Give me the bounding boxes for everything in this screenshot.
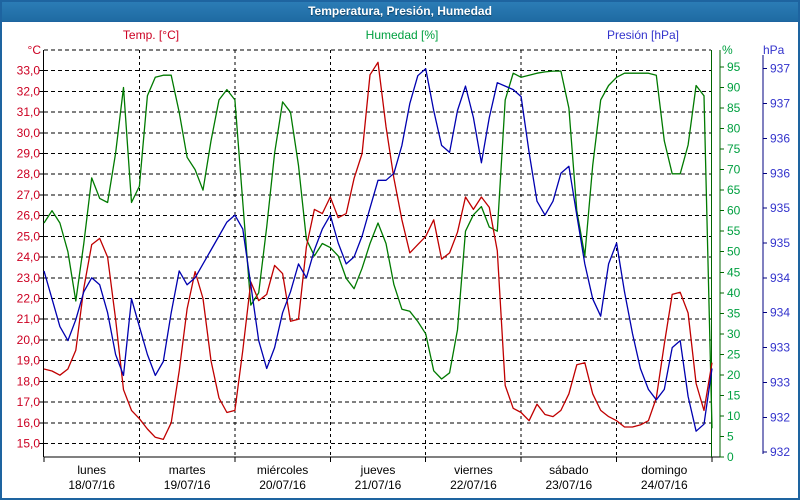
svg-text:24,0: 24,0 <box>17 250 41 264</box>
svg-text:936: 936 <box>770 131 790 145</box>
svg-text:16,0: 16,0 <box>17 416 41 430</box>
svg-text:70: 70 <box>727 163 741 177</box>
svg-text:75: 75 <box>727 142 741 156</box>
svg-text:95: 95 <box>727 60 741 74</box>
svg-text:932: 932 <box>770 410 790 424</box>
svg-text:29,0: 29,0 <box>17 146 41 160</box>
svg-text:15,0: 15,0 <box>17 437 41 451</box>
svg-text:18,0: 18,0 <box>17 374 41 388</box>
svg-text:10: 10 <box>727 409 741 423</box>
legend-pres: Presión [hPa] <box>606 28 680 42</box>
svg-text:15: 15 <box>727 388 741 402</box>
svg-text:937: 937 <box>770 62 790 76</box>
svg-text:°C: °C <box>28 43 42 57</box>
svg-text:22,0: 22,0 <box>17 292 41 306</box>
svg-text:32,0: 32,0 <box>17 84 41 98</box>
svg-text:45: 45 <box>727 265 741 279</box>
svg-text:50: 50 <box>727 245 741 259</box>
svg-text:934: 934 <box>770 271 790 285</box>
svg-text:24/07/16: 24/07/16 <box>641 478 688 492</box>
gridlines <box>44 49 711 457</box>
svg-text:936: 936 <box>770 166 790 180</box>
svg-text:25,0: 25,0 <box>17 229 41 243</box>
legend-hum: Humedad [%] <box>365 28 439 42</box>
svg-text:martes: martes <box>169 463 206 477</box>
svg-text:65: 65 <box>727 183 741 197</box>
svg-text:40: 40 <box>727 286 741 300</box>
svg-text:21/07/16: 21/07/16 <box>355 478 402 492</box>
svg-text:60: 60 <box>727 204 741 218</box>
svg-text:937: 937 <box>770 97 790 111</box>
svg-text:miércoles: miércoles <box>257 463 308 477</box>
svg-text:85: 85 <box>727 101 741 115</box>
svg-text:28,0: 28,0 <box>17 167 41 181</box>
svg-text:80: 80 <box>727 122 741 136</box>
window-titlebar: Temperatura, Presión, Humedad <box>2 2 798 22</box>
svg-text:0: 0 <box>727 450 734 464</box>
svg-text:25: 25 <box>727 347 741 361</box>
svg-text:17,0: 17,0 <box>17 395 41 409</box>
svg-text:domingo: domingo <box>641 463 687 477</box>
axes: 33,0 32,0 31,0 30,0 29,0 28,0 27,0 26,0 25,0 24,0… <box>17 43 791 464</box>
svg-text:932: 932 <box>770 445 790 459</box>
svg-text:19/07/16: 19/07/16 <box>164 478 211 492</box>
svg-text:31,0: 31,0 <box>17 105 41 119</box>
svg-text:5: 5 <box>727 429 734 443</box>
svg-text:19,0: 19,0 <box>17 354 41 368</box>
series-temperature <box>43 61 713 441</box>
svg-text:23/07/16: 23/07/16 <box>545 478 592 492</box>
series-pressure <box>43 68 713 432</box>
svg-text:18/07/16: 18/07/16 <box>68 478 115 492</box>
svg-text:20: 20 <box>727 368 741 382</box>
svg-text:934: 934 <box>770 306 790 320</box>
svg-text:935: 935 <box>770 236 790 250</box>
svg-text:jueves: jueves <box>360 463 396 477</box>
svg-text:55: 55 <box>727 224 741 238</box>
svg-text:30: 30 <box>727 327 741 341</box>
svg-text:20,0: 20,0 <box>17 333 41 347</box>
svg-text:lunes: lunes <box>77 463 106 477</box>
window-title: Temperatura, Presión, Humedad <box>308 4 492 18</box>
svg-text:33,0: 33,0 <box>17 64 41 78</box>
corner-notch <box>2 489 15 498</box>
series-humidity <box>43 70 713 429</box>
svg-text:26,0: 26,0 <box>17 209 41 223</box>
svg-text:23,0: 23,0 <box>17 271 41 285</box>
svg-text:sábado: sábado <box>549 463 589 477</box>
svg-text:933: 933 <box>770 341 790 355</box>
svg-text:30,0: 30,0 <box>17 126 41 140</box>
svg-text:hPa: hPa <box>763 43 785 57</box>
svg-text:35: 35 <box>727 306 741 320</box>
svg-text:27,0: 27,0 <box>17 188 41 202</box>
svg-text:21,0: 21,0 <box>17 312 41 326</box>
svg-text:90: 90 <box>727 81 741 95</box>
svg-text:20/07/16: 20/07/16 <box>259 478 306 492</box>
svg-text:935: 935 <box>770 201 790 215</box>
svg-text:933: 933 <box>770 375 790 389</box>
svg-text:viernes: viernes <box>454 463 493 477</box>
svg-text:%: % <box>722 43 733 57</box>
svg-text:22/07/16: 22/07/16 <box>450 478 497 492</box>
legend-temp: Temp. [°C] <box>122 28 180 42</box>
